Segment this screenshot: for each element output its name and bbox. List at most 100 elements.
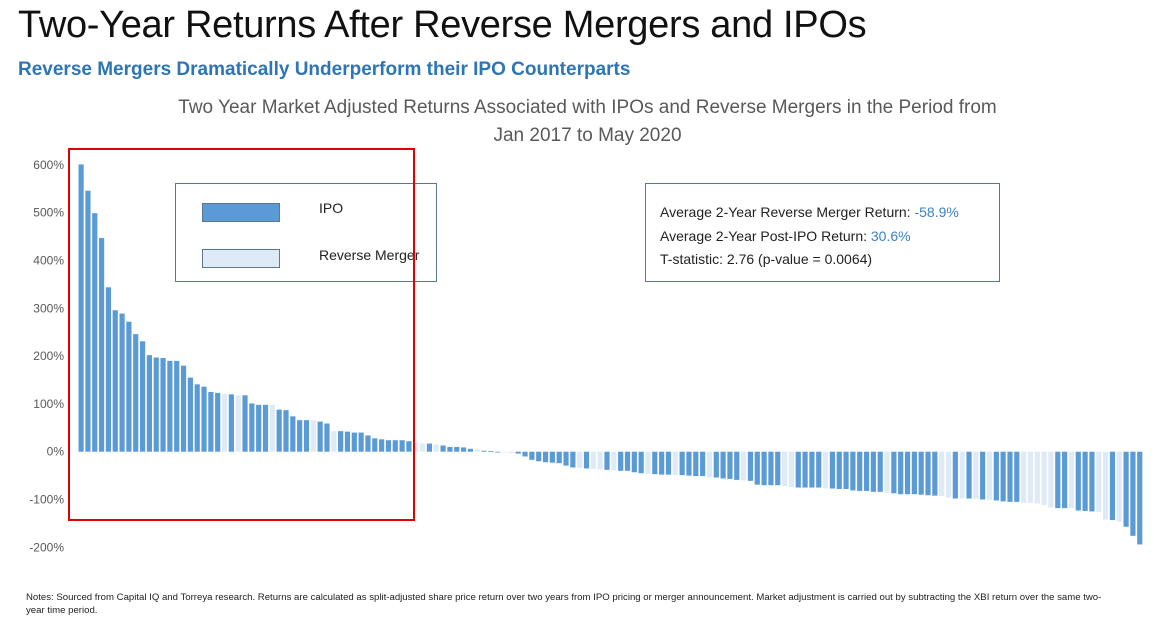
bar-reverse-merger <box>706 451 713 478</box>
bar-ipo <box>1123 451 1129 527</box>
bar-ipo <box>713 451 719 478</box>
bar-ipo <box>877 451 883 492</box>
bar-reverse-merger <box>310 420 316 452</box>
page-subtitle: Reverse Mergers Dramatically Underperfor… <box>18 59 631 80</box>
bar-reverse-merger <box>1116 451 1122 522</box>
bar-ipo <box>276 409 282 452</box>
bar-ipo <box>119 313 125 452</box>
bar-reverse-merger <box>1103 451 1109 520</box>
y-tick-label: 200% <box>33 349 64 363</box>
chart-title-line2: Jan 2017 to May 2020 <box>493 125 682 146</box>
bar-reverse-merger <box>420 443 426 452</box>
stat-ipo-return: Average 2-Year Post-IPO Return: 30.6% <box>660 227 911 244</box>
bar-ipo <box>467 448 474 452</box>
bar-reverse-merger <box>590 451 596 469</box>
bar-ipo <box>297 420 303 452</box>
legend-swatch-reverse-merger <box>202 249 280 268</box>
bar-reverse-merger <box>1021 451 1027 503</box>
bar-ipo <box>693 451 699 477</box>
y-tick-label: 500% <box>33 206 64 220</box>
bar-ipo <box>679 451 685 476</box>
bar-ipo <box>406 441 412 452</box>
bar-ipo <box>809 451 815 488</box>
bar-reverse-merger <box>945 451 952 498</box>
bar-ipo <box>863 451 870 491</box>
bar-ipo <box>870 451 876 492</box>
bar-reverse-merger <box>1068 451 1075 509</box>
bar-reverse-merger <box>645 451 651 474</box>
bar-ipo <box>98 238 105 452</box>
bar-ipo <box>399 440 405 452</box>
bar-ipo <box>146 355 152 452</box>
bar-ipo <box>618 451 624 471</box>
bar-reverse-merger <box>235 395 241 452</box>
legend-swatch-ipo <box>202 203 280 222</box>
chart-title-line1: Two Year Market Adjusted Returns Associa… <box>178 97 997 118</box>
bar-reverse-merger <box>611 451 617 471</box>
y-tick-label: 300% <box>33 301 64 315</box>
bar-ipo <box>665 451 672 475</box>
bar-ipo <box>160 358 166 452</box>
bar-ipo <box>351 432 357 452</box>
bar-ipo <box>78 164 84 452</box>
bar-ipo <box>932 451 938 496</box>
bar-ipo <box>515 451 521 454</box>
bar-ipo <box>727 451 733 479</box>
bar-ipo <box>1014 451 1020 502</box>
bar-ipo <box>460 447 467 452</box>
footnote: Notes: Sourced from Capital IQ and Torre… <box>26 592 1102 616</box>
bar-ipo <box>795 451 801 488</box>
bar-ipo <box>754 451 760 485</box>
bar-ipo <box>522 451 528 457</box>
bar-ipo <box>891 451 897 494</box>
bar-reverse-merger <box>986 451 993 500</box>
bar-reverse-merger <box>672 451 678 476</box>
bar-reverse-merger <box>597 451 603 470</box>
legend: IPO Reverse Merger <box>175 183 437 282</box>
bar-ipo <box>1062 451 1068 509</box>
stat-t-statistic: T-statistic: 2.76 (p-value = 0.0064) <box>660 251 873 267</box>
bar-ipo <box>1109 451 1116 521</box>
chart-title: Two Year Market Adjusted Returns Associa… <box>130 94 1045 150</box>
bar-reverse-merger <box>741 451 747 481</box>
bar-ipo <box>768 451 774 486</box>
bar-ipo <box>344 431 351 452</box>
bar-ipo <box>802 451 808 488</box>
bar-ipo <box>256 404 262 452</box>
bar-ipo <box>536 451 542 462</box>
bar-ipo <box>228 394 234 452</box>
bar-reverse-merger <box>939 451 945 497</box>
bar-ipo <box>836 451 842 489</box>
bar-ipo <box>481 450 487 452</box>
bar-ipo <box>898 451 904 495</box>
bar-ipo <box>549 451 555 463</box>
bar-ipo <box>700 451 706 477</box>
bar-ipo <box>358 432 364 452</box>
bar-reverse-merger <box>269 404 275 452</box>
bar-ipo <box>447 446 453 452</box>
bar-ipo <box>1000 451 1006 502</box>
bars <box>78 164 1143 545</box>
bar-reverse-merger <box>1096 451 1102 512</box>
bar-ipo <box>918 451 924 495</box>
page-title: Two-Year Returns After Reverse Mergers a… <box>18 4 867 46</box>
bar-ipo <box>372 438 378 452</box>
bar-ipo <box>139 341 146 452</box>
bar-ipo <box>652 451 658 475</box>
bar-ipo <box>604 451 610 470</box>
bar-ipo <box>303 420 310 452</box>
y-axis: 600% 500% 400% 300% 200% 100% 0% -100% -200% <box>29 158 64 554</box>
bar-ipo <box>201 386 207 452</box>
bar-ipo <box>495 451 501 453</box>
bar-ipo <box>1082 451 1088 511</box>
bar-ipo <box>624 451 631 471</box>
bar-ipo <box>911 451 917 495</box>
bar-ipo <box>112 310 118 452</box>
bar-reverse-merger <box>959 451 965 499</box>
bar-ipo <box>85 190 91 452</box>
bar-ipo <box>761 451 767 486</box>
y-tick-label: 100% <box>33 397 64 411</box>
bar-ipo <box>242 395 248 452</box>
bar-ipo <box>105 287 112 452</box>
bar-ipo <box>249 403 255 452</box>
